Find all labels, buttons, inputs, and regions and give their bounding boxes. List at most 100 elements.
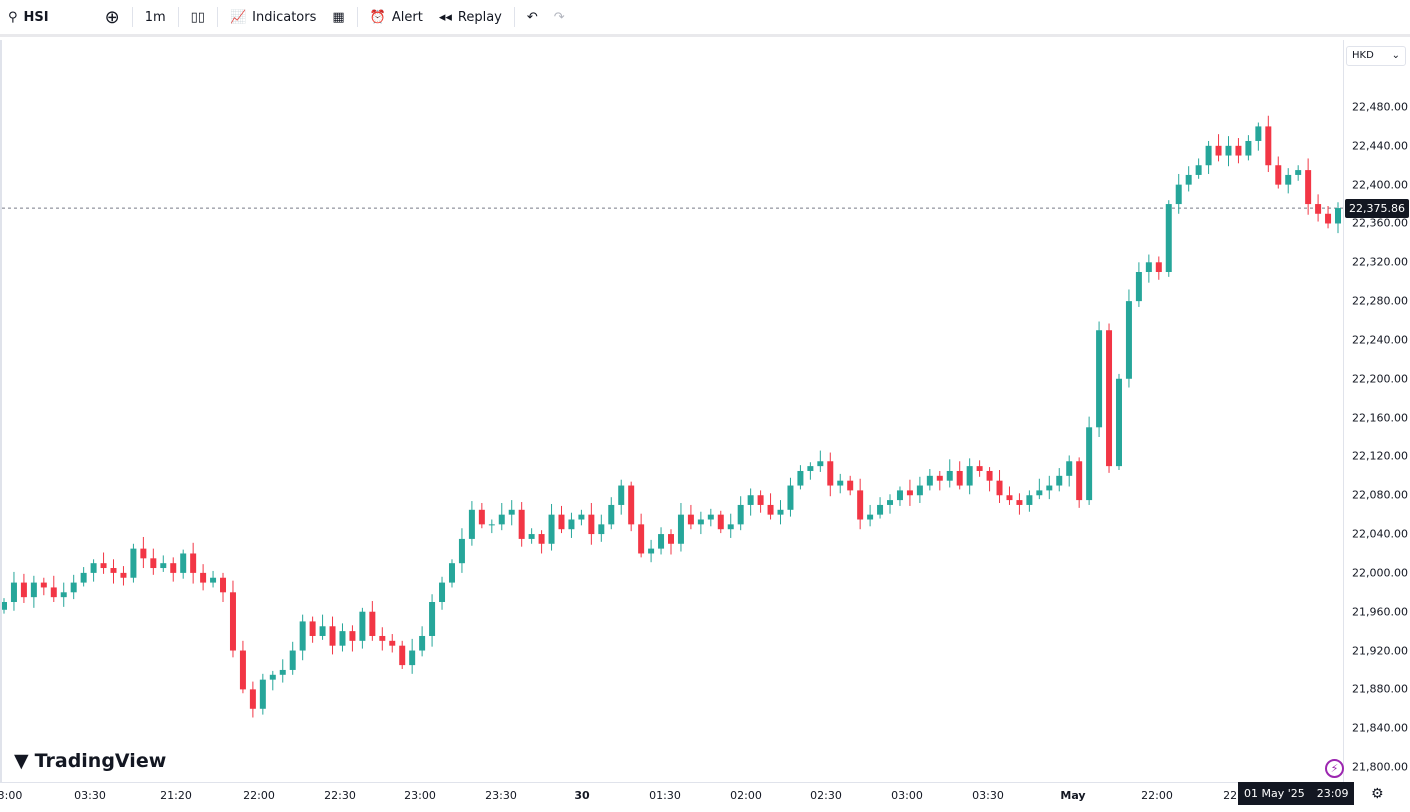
y-tick-label: 21,800.00 xyxy=(1352,760,1408,774)
symbol-label: HSI xyxy=(23,9,49,25)
candle-body xyxy=(837,480,844,486)
candle xyxy=(518,502,525,547)
candle-body xyxy=(359,611,366,641)
candle-body xyxy=(1115,378,1122,467)
candle xyxy=(1275,156,1282,189)
candle-body xyxy=(1245,140,1252,156)
redo-button[interactable]: ↷ xyxy=(546,0,573,36)
candle xyxy=(249,681,256,718)
candle-body xyxy=(877,504,884,515)
interval-button[interactable]: 1m xyxy=(137,0,174,36)
candle xyxy=(578,509,585,526)
y-tick-label: 21,920.00 xyxy=(1352,644,1408,658)
candle xyxy=(508,500,515,526)
candle xyxy=(568,512,575,538)
crosshair-time: 23:09 xyxy=(1316,787,1349,800)
candle-body xyxy=(90,563,97,573)
undo-button[interactable]: ↶ xyxy=(519,0,546,36)
candle-body xyxy=(458,538,465,564)
candle-body xyxy=(1006,495,1013,501)
symbol-search-button[interactable]: ⚲ HSI xyxy=(0,0,57,36)
candle-body xyxy=(448,563,455,583)
candle-body xyxy=(1036,490,1043,496)
y-tick-label: 22,200.00 xyxy=(1352,372,1408,386)
grid-icon: ▦ xyxy=(332,9,345,25)
candle xyxy=(319,614,326,640)
candle xyxy=(309,616,316,643)
candle xyxy=(817,450,824,472)
candle-body xyxy=(966,466,973,486)
time-axis[interactable]: 3:00 03:30 21:20 22:00 22:30 23:00 23:30 30 01:3… xyxy=(0,782,1343,812)
candle-body xyxy=(568,519,575,530)
candle xyxy=(170,557,177,582)
currency-label: HKD xyxy=(1352,50,1374,61)
candle-body xyxy=(986,470,993,481)
price-axis[interactable]: 22,480.00 22,440.00 22,400.00 22,360.00 22,3… xyxy=(1343,40,1410,782)
candle-body xyxy=(548,514,555,544)
candle-body xyxy=(1086,427,1093,501)
replay-button[interactable]: ◂◂ Replay xyxy=(431,0,510,36)
candle xyxy=(966,458,973,495)
candle-body xyxy=(389,640,396,646)
candle-body xyxy=(1016,500,1023,505)
candle xyxy=(1205,140,1212,174)
brand-label: TradingView xyxy=(34,750,167,772)
candle-body xyxy=(996,480,1003,496)
lightning-icon[interactable]: ⚡ xyxy=(1325,759,1344,778)
candle xyxy=(239,640,246,694)
candle xyxy=(867,504,874,527)
candle xyxy=(329,616,336,655)
alert-button[interactable]: ⏰ Alert xyxy=(362,0,431,36)
candle xyxy=(419,626,426,657)
candle-body xyxy=(70,582,77,593)
candle-body xyxy=(210,577,217,583)
candle xyxy=(120,566,127,586)
candle-body xyxy=(906,490,913,496)
rewind-icon: ◂◂ xyxy=(438,9,452,25)
candle xyxy=(588,503,595,545)
candle-body xyxy=(229,592,236,651)
candle xyxy=(1016,493,1023,515)
candle xyxy=(896,486,903,506)
candle-body xyxy=(956,470,963,486)
candle xyxy=(439,576,446,610)
candle-body xyxy=(757,495,764,505)
candle-body xyxy=(289,650,296,670)
candle xyxy=(1006,486,1013,505)
candle-body xyxy=(817,461,824,467)
candle xyxy=(1315,194,1322,222)
candle xyxy=(1305,158,1312,215)
chart-type-button[interactable]: ▯▯ xyxy=(183,0,213,36)
candle-body xyxy=(200,572,207,583)
candle-body xyxy=(1325,213,1332,224)
candle-body xyxy=(50,587,57,598)
candle-body xyxy=(1125,301,1132,379)
candle xyxy=(229,580,236,658)
candle xyxy=(777,500,784,525)
chart-pane[interactable] xyxy=(0,40,1343,782)
candle-body xyxy=(648,548,655,554)
candle-body xyxy=(1235,145,1242,156)
candle xyxy=(289,641,296,675)
candle-body xyxy=(658,534,665,549)
currency-selector[interactable]: HKD ⌄ xyxy=(1346,46,1406,66)
candle-body xyxy=(707,514,714,520)
y-tick-label: 22,440.00 xyxy=(1352,139,1408,153)
tradingview-logo[interactable]: ▼ TradingView xyxy=(14,750,166,772)
candle-body xyxy=(1275,165,1282,185)
candle xyxy=(906,479,913,506)
candle-body xyxy=(528,534,535,539)
layouts-button[interactable]: ▦ xyxy=(324,0,352,36)
settings-icon[interactable]: ⚙ xyxy=(1371,786,1384,802)
candle xyxy=(1106,323,1113,473)
candle-body xyxy=(608,504,615,525)
candle-body xyxy=(1076,461,1083,501)
compare-button[interactable]: ⊕ xyxy=(97,0,128,36)
candle xyxy=(697,511,704,535)
candle-body xyxy=(926,475,933,486)
candle xyxy=(1285,168,1292,194)
y-tick-label: 22,360.00 xyxy=(1352,216,1408,230)
candle-body xyxy=(329,626,336,646)
indicators-button[interactable]: 📈 Indicators xyxy=(222,0,324,36)
candle-body xyxy=(1205,145,1212,166)
